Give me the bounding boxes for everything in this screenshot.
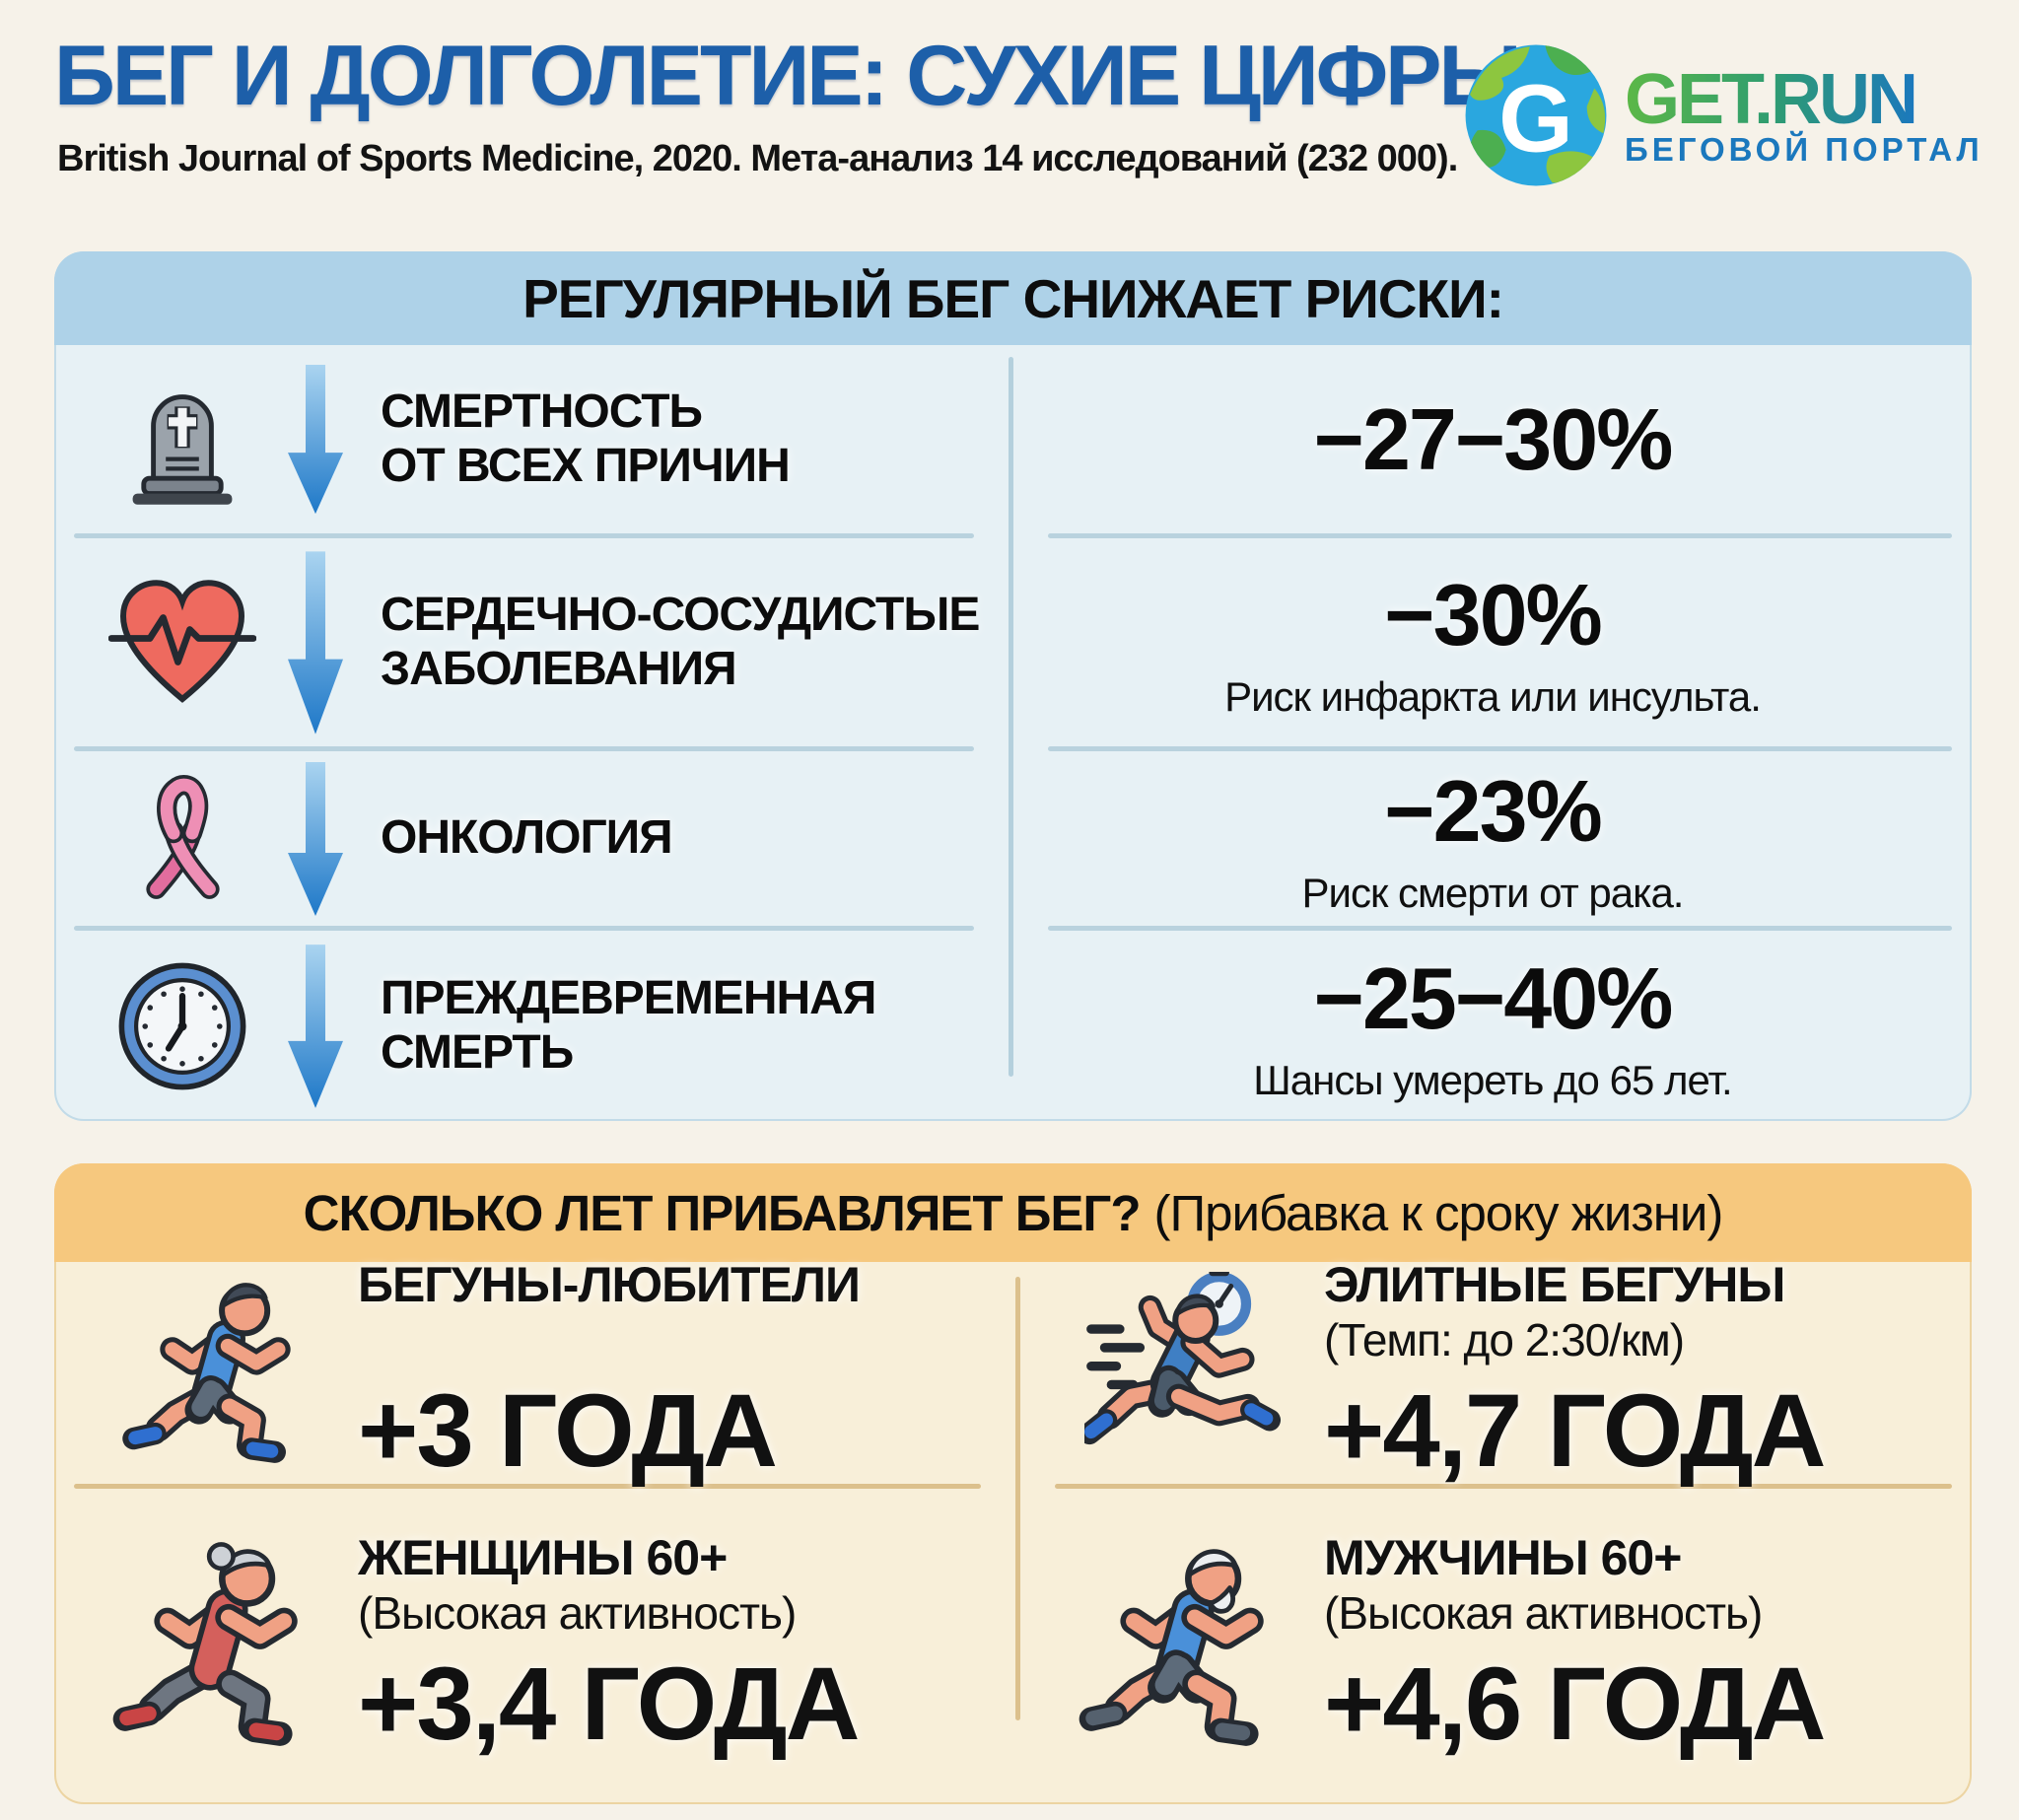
cell-subtitle: (Высокая активность) xyxy=(1324,1587,1763,1639)
risks-grid: СМЕРТНОСТЬ ОТ ВСЕХ ПРИЧИН −27−30% xyxy=(54,345,1972,1121)
cell-subtitle: (Темп: до 2:30/км) xyxy=(1324,1313,1685,1365)
row-divider xyxy=(74,926,974,931)
cell-value: +4,7 ГОДА xyxy=(1324,1372,1827,1489)
risk-value: −25−40% xyxy=(1313,948,1674,1047)
years-panel-title-bold: СКОЛЬКО ЛЕТ ПРИБАВЛЯЕТ БЕГ? xyxy=(303,1184,1142,1241)
amateur-runner-icon xyxy=(108,1272,330,1474)
brand-tagline: БЕГОВОЙ ПОРТАЛ xyxy=(1625,130,1984,168)
row-divider xyxy=(1048,533,1952,538)
risk-label: ПРЕЖДЕВРЕМЕННАЯ СМЕРТЬ xyxy=(381,971,876,1079)
cell-women-60plus: ЖЕНЩИНЫ 60+ (Высокая активность) +3,4 ГО… xyxy=(54,1489,1015,1804)
senior-man-runner-icon xyxy=(1075,1531,1296,1763)
risk-value-oncology: −23% Риск смерти от рака. xyxy=(1013,751,1972,926)
years-grid: БЕГУНЫ-ЛЮБИТЕЛИ +3 ГОДА xyxy=(54,1257,1972,1804)
cell-subtitle: (Высокая активность) xyxy=(358,1587,797,1639)
down-arrow-icon xyxy=(273,363,357,516)
cell-subtitle xyxy=(358,1313,860,1366)
risk-label: ОНКОЛОГИЯ xyxy=(381,811,673,865)
risk-row-cardiovascular: СЕРДЕЧНО-СОСУДИСТЫЕ ЗАБОЛЕВАНИЯ xyxy=(54,538,1009,746)
down-arrow-icon xyxy=(273,549,357,736)
row-divider xyxy=(1055,1484,1952,1489)
senior-woman-runner-icon xyxy=(108,1531,330,1763)
cell-amateur-runners: БЕГУНЫ-ЛЮБИТЕЛИ +3 ГОДА xyxy=(54,1257,1015,1489)
years-panel-header: СКОЛЬКО ЛЕТ ПРИБАВЛЯЕТ БЕГ? (Прибавка к … xyxy=(54,1163,1972,1262)
risk-value-cardiovascular: −30% Риск инфаркта или инсульта. xyxy=(1013,538,1972,746)
vertical-divider xyxy=(1015,1277,1020,1720)
row-divider xyxy=(1048,746,1952,751)
cell-title: БЕГУНЫ-ЛЮБИТЕЛИ xyxy=(358,1256,861,1312)
globe-icon: G xyxy=(1465,44,1607,185)
brand-name: GET.RUN xyxy=(1625,62,1915,137)
row-divider xyxy=(74,1484,981,1489)
cell-value: +3 ГОДА xyxy=(358,1372,778,1489)
risk-label: СМЕРТНОСТЬ ОТ ВСЕХ ПРИЧИН xyxy=(381,385,791,492)
down-arrow-icon xyxy=(273,760,357,918)
brand-logo: G GET.RUN БЕГОВОЙ ПОРТАЛ xyxy=(1461,34,2008,196)
awareness-ribbon-icon xyxy=(104,772,261,905)
page-subtitle: British Journal of Sports Medicine, 2020… xyxy=(57,138,1458,179)
row-divider xyxy=(74,533,974,538)
down-arrow-icon xyxy=(273,943,357,1110)
clock-icon xyxy=(104,957,261,1095)
cell-elite-runners: ЭЛИТНЫЕ БЕГУНЫ (Темп: до 2:30/км) +4,7 Г… xyxy=(1020,1257,1972,1489)
risk-label: СЕРДЕЧНО-СОСУДИСТЫЕ ЗАБОЛЕВАНИЯ xyxy=(381,588,980,695)
page-title: БЕГ И ДОЛГОЛЕТИЕ: СУХИЕ ЦИФРЫ xyxy=(54,29,1522,123)
years-panel: СКОЛЬКО ЛЕТ ПРИБАВЛЯЕТ БЕГ? (Прибавка к … xyxy=(54,1163,1972,1804)
vertical-divider xyxy=(1009,357,1013,1077)
elite-runner-icon xyxy=(1075,1272,1296,1474)
cell-men-60plus: МУЖЧИНЫ 60+ (Высокая активность) +4,6 ГО… xyxy=(1020,1489,1972,1804)
heart-ecg-icon xyxy=(104,569,261,717)
risk-value-premature-death: −25−40% Шансы умереть до 65 лет. xyxy=(1013,931,1972,1121)
brand-letter: G xyxy=(1498,64,1573,172)
risk-value-all-cause-mortality: −27−30% xyxy=(1013,345,1972,533)
cell-title: МУЖЧИНЫ 60+ xyxy=(1324,1530,1682,1585)
risks-panel: РЕГУЛЯРНЫЙ БЕГ СНИЖАЕТ РИСКИ: xyxy=(54,251,1972,1121)
risk-row-premature-death: ПРЕЖДЕВРЕМЕННАЯ СМЕРТЬ xyxy=(54,931,1009,1121)
row-divider xyxy=(74,746,974,751)
risks-panel-header: РЕГУЛЯРНЫЙ БЕГ СНИЖАЕТ РИСКИ: xyxy=(54,251,1972,345)
cell-title: ЖЕНЩИНЫ 60+ xyxy=(358,1530,728,1585)
years-panel-title-normal: (Прибавка к сроку жизни) xyxy=(1153,1184,1724,1241)
tombstone-icon xyxy=(104,371,261,509)
cell-value: +3,4 ГОДА xyxy=(358,1646,861,1762)
risk-value: −30% xyxy=(1384,565,1603,664)
risks-panel-title: РЕГУЛЯРНЫЙ БЕГ СНИЖАЕТ РИСКИ: xyxy=(522,267,1504,329)
risk-row-all-cause-mortality: СМЕРТНОСТЬ ОТ ВСЕХ ПРИЧИН xyxy=(54,345,1009,533)
risk-value: −23% xyxy=(1384,761,1603,860)
risk-value: −27−30% xyxy=(1313,389,1674,488)
risk-caption: Риск смерти от рака. xyxy=(1301,869,1685,916)
cell-value: +4,6 ГОДА xyxy=(1324,1646,1827,1762)
risk-row-oncology: ОНКОЛОГИЯ xyxy=(54,751,1009,926)
row-divider xyxy=(1048,926,1952,931)
risk-caption: Риск инфаркта или инсульта. xyxy=(1224,672,1762,720)
cell-title: ЭЛИТНЫЕ БЕГУНЫ xyxy=(1324,1256,1785,1312)
risk-caption: Шансы умереть до 65 лет. xyxy=(1253,1056,1732,1103)
brand-name-graphic: GET.RUN xyxy=(1625,62,1918,137)
